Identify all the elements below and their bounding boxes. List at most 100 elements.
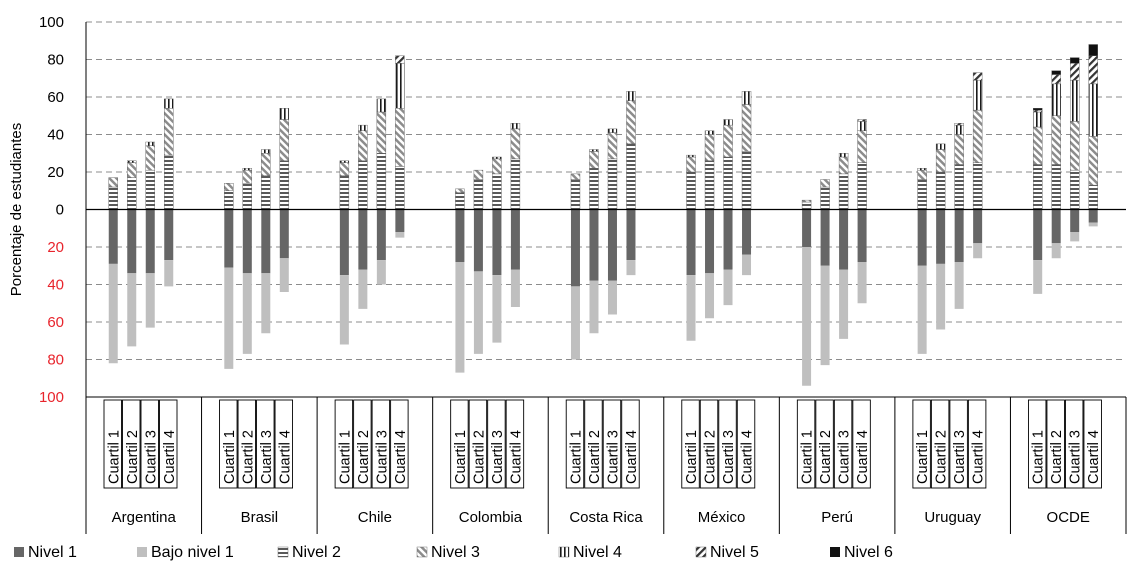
bar-segment-n2 xyxy=(935,171,946,210)
bar-segment-n4 xyxy=(492,156,502,160)
cuartil-label: Cuartil 2 xyxy=(125,430,141,484)
bar-segment-nivel-1 xyxy=(261,209,271,274)
cuartil-label-box xyxy=(796,399,816,489)
bar-segment-n2 xyxy=(972,162,983,210)
legend-swatch-n3 xyxy=(416,546,428,558)
cuartil-label-box xyxy=(1083,399,1102,489)
bar-segment-nivel-1 xyxy=(723,209,733,270)
bar-segment-n3 xyxy=(626,100,636,145)
bar-segment-nivel-1 xyxy=(279,209,289,259)
bar-segment-n3 xyxy=(935,149,946,173)
bar-segment-n3 xyxy=(1088,136,1098,186)
cuartil-label: Cuartil 1 xyxy=(915,430,931,484)
bar-segment-n4 xyxy=(704,130,715,135)
bar-segment-bajo-nivel-1 xyxy=(839,269,849,339)
cuartil-label: Cuartil 3 xyxy=(490,430,506,484)
bar-segment-n5 xyxy=(395,55,405,64)
bar-segment-n3 xyxy=(857,130,867,163)
bar-segment-bajo-nivel-1 xyxy=(973,243,983,259)
bar-segment-n2 xyxy=(127,177,137,210)
bar-segment-nivel-1 xyxy=(224,209,234,268)
bar-segment-n4 xyxy=(358,124,368,131)
bar-segment-n5 xyxy=(857,119,867,122)
bar-segment-n2 xyxy=(455,192,465,210)
bar-segment-n3 xyxy=(127,162,137,178)
bar-segment-n4 xyxy=(1051,83,1061,116)
cuartil-label-box xyxy=(140,399,159,489)
bar-segment-n4 xyxy=(145,141,155,146)
y-tick-label: 100 xyxy=(39,14,64,31)
cuartil-label: Cuartil 3 xyxy=(374,430,390,484)
bar-segment-n3 xyxy=(242,169,253,184)
legend-label: Nivel 6 xyxy=(844,544,893,561)
bar-segment-n3 xyxy=(261,153,271,176)
cuartil-label: Cuartil 1 xyxy=(800,430,816,484)
bar-segment-n4 xyxy=(1032,111,1043,128)
bar-segment-n4 xyxy=(626,91,636,101)
y-tick-label: 0 xyxy=(56,202,64,219)
bar-segment-nivel-1 xyxy=(936,209,946,264)
bar-segment-bajo-nivel-1 xyxy=(1088,222,1098,227)
legend-label: Nivel 3 xyxy=(431,544,480,561)
y-tick-label: 20 xyxy=(47,239,64,256)
cuartil-label-box xyxy=(353,399,372,489)
bar-segment-n4 xyxy=(838,153,849,158)
bar-segment-bajo-nivel-1 xyxy=(857,262,867,304)
cuartil-label: Cuartil 2 xyxy=(703,430,719,484)
cuartil-label: Cuartil 2 xyxy=(1049,430,1065,484)
bar-segment-n2 xyxy=(686,171,696,210)
bar-segment-n2 xyxy=(261,175,271,210)
cuartil-label: Cuartil 4 xyxy=(855,430,871,484)
bar-segment-bajo-nivel-1 xyxy=(339,275,349,345)
country-label: OCDE xyxy=(1047,509,1090,526)
bar-segment-n2 xyxy=(954,164,964,210)
cuartil-label: Cuartil 4 xyxy=(162,430,178,484)
legend-swatch-bn1 xyxy=(137,547,147,557)
bar-segment-bajo-nivel-1 xyxy=(1051,243,1061,259)
legend-swatch-n1 xyxy=(14,547,24,557)
bar-segment-n2 xyxy=(242,183,253,210)
bar-segment-n2 xyxy=(1069,169,1080,210)
bar-segment-nivel-1 xyxy=(802,209,812,247)
cuartil-label: Cuartil 2 xyxy=(240,430,256,484)
bar-segment-n2 xyxy=(145,169,155,210)
bar-segment-bajo-nivel-1 xyxy=(705,273,715,319)
legend-swatch-n2 xyxy=(277,546,289,558)
bar-segment-n4 xyxy=(279,108,290,120)
bar-segment-nivel-1 xyxy=(339,209,349,276)
bar-segment-n3 xyxy=(455,188,465,193)
cuartil-label: Cuartil 2 xyxy=(587,430,603,484)
bar-segment-n6 xyxy=(1069,57,1080,64)
bar-segment-n3 xyxy=(570,173,581,180)
bar-segment-n5 xyxy=(1051,74,1061,85)
cuartil-label-box xyxy=(237,399,257,489)
bar-segment-n3 xyxy=(145,145,155,171)
bar-segment-nivel-1 xyxy=(820,209,830,266)
cuartil-label: Cuartil 4 xyxy=(1086,430,1102,484)
cuartil-label-box xyxy=(718,399,737,489)
bar-segment-n4 xyxy=(935,143,946,150)
cuartil-label-box xyxy=(815,399,834,489)
bar-segment-n4 xyxy=(972,79,983,111)
bar-segment-n5 xyxy=(1088,55,1098,85)
bar-segment-bajo-nivel-1 xyxy=(492,275,502,343)
bar-segment-n6 xyxy=(1088,44,1098,56)
legend-swatch-n6 xyxy=(830,547,840,557)
cuartil-label: Cuartil 3 xyxy=(259,430,275,484)
bar-segment-n4 xyxy=(261,149,271,154)
country-label: Perú xyxy=(821,509,853,526)
country-label: Uruguay xyxy=(924,509,981,526)
bar-segment-n5 xyxy=(1069,63,1080,81)
bar-segment-n2 xyxy=(164,154,174,210)
bar-segment-n3 xyxy=(741,104,752,152)
cuartil-label-box xyxy=(736,399,756,489)
y-tick-label: 60 xyxy=(47,314,64,331)
y-tick-label: 60 xyxy=(47,89,64,106)
bar-segment-bajo-nivel-1 xyxy=(510,269,520,307)
bar-segment-nivel-1 xyxy=(705,209,715,274)
bar-segment-n4 xyxy=(607,128,618,133)
bar-segment-n3 xyxy=(358,130,368,161)
bar-segment-nivel-1 xyxy=(857,209,867,262)
cuartil-label-box xyxy=(967,399,987,489)
bar-segment-nivel-1 xyxy=(570,209,580,287)
